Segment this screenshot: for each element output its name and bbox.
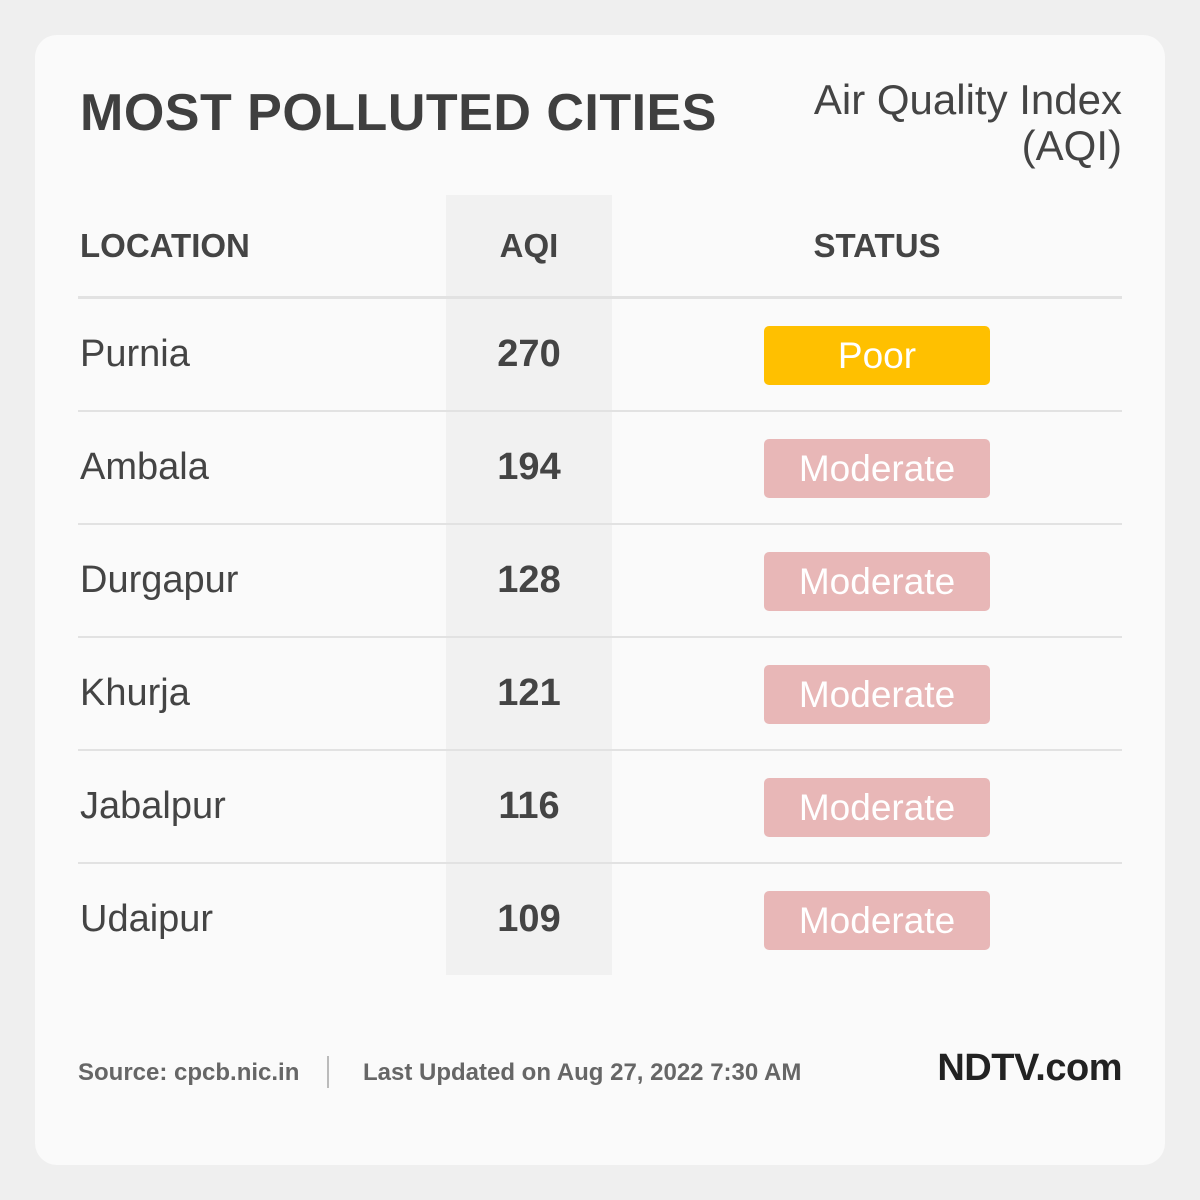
footer-divider xyxy=(327,1056,329,1088)
header-location: LOCATION xyxy=(80,227,250,264)
table-row: Jabalpur 116 Moderate xyxy=(35,751,1165,864)
aqi-cell: 128 xyxy=(497,559,561,601)
status-badge: Moderate xyxy=(764,778,990,837)
subtitle-line-2: (AQI) xyxy=(1021,122,1122,169)
row-divider xyxy=(78,410,1122,412)
aqi-cell: 116 xyxy=(498,785,560,827)
location-cell: Udaipur xyxy=(80,898,214,940)
status-badge: Moderate xyxy=(764,665,990,724)
location-cell: Khurja xyxy=(80,672,190,714)
table-row: Ambala 194 Moderate xyxy=(35,412,1165,525)
row-divider xyxy=(78,862,1122,864)
subtitle: Air Quality Index (AQI) xyxy=(814,77,1122,169)
page-title: MOST POLLUTED CITIES xyxy=(80,84,717,142)
table-row: Udaipur 109 Moderate xyxy=(35,864,1165,977)
header-divider xyxy=(78,296,1122,299)
status-badge: Moderate xyxy=(764,891,990,950)
table-row: Purnia 270 Poor xyxy=(35,299,1165,412)
row-divider xyxy=(78,749,1122,751)
row-divider xyxy=(78,636,1122,638)
status-badge: Poor xyxy=(764,326,990,385)
status-badge: Moderate xyxy=(764,439,990,498)
table-row: Durgapur 128 Moderate xyxy=(35,525,1165,638)
aqi-cell: 121 xyxy=(497,672,561,714)
aqi-cell: 194 xyxy=(497,446,561,488)
last-updated-text: Last Updated on Aug 27, 2022 7:30 AM xyxy=(363,1059,802,1086)
table-row: Khurja 121 Moderate xyxy=(35,638,1165,751)
header-aqi: AQI xyxy=(499,227,559,264)
aqi-cell: 109 xyxy=(497,898,561,940)
location-cell: Jabalpur xyxy=(80,785,226,827)
source-text: Source: cpcb.nic.in xyxy=(78,1059,300,1086)
header-status: STATUS xyxy=(813,227,941,264)
status-badge: Moderate xyxy=(764,552,990,611)
location-cell: Purnia xyxy=(80,333,190,375)
location-cell: Ambala xyxy=(80,446,209,488)
ndtv-logo: NDTV.com xyxy=(937,1047,1122,1089)
aqi-cell: 270 xyxy=(497,333,561,375)
location-cell: Durgapur xyxy=(80,559,239,601)
row-divider xyxy=(78,523,1122,525)
aqi-card: MOST POLLUTED CITIES Air Quality Index (… xyxy=(35,35,1165,1165)
aqi-column-highlight xyxy=(446,195,612,975)
subtitle-line-1: Air Quality Index xyxy=(813,76,1122,123)
